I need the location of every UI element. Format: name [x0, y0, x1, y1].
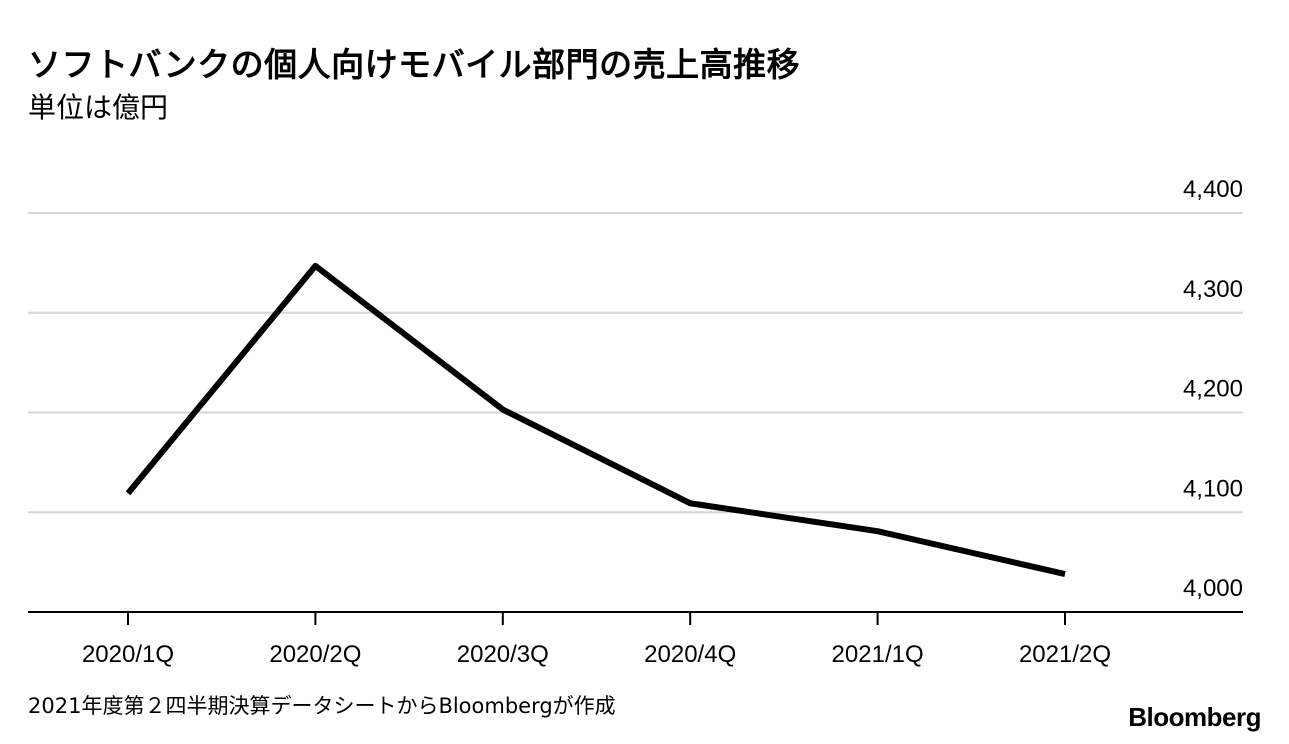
y-tick-label: 4,000	[1183, 575, 1243, 602]
x-tick-label: 2020/3Q	[457, 641, 549, 668]
x-tick-labels: 2020/1Q 2020/2Q 2020/3Q 2020/4Q 2021/1Q 2021/…	[82, 641, 1111, 668]
x-axis	[28, 611, 1243, 625]
y-tick-label: 4,100	[1183, 475, 1243, 502]
y-tick-labels: 4,000 4,100 4,200 4,300 4,400	[1183, 176, 1243, 602]
series-line	[125, 262, 1066, 578]
gridlines	[28, 212, 1243, 514]
chart-title: ソフトバンクの個人向けモバイル部門の売上高推移	[28, 45, 801, 84]
source-note: 2021年度第２四半期決算データシートからBloombergが作成	[28, 694, 616, 718]
x-tick-label: 2020/1Q	[82, 641, 174, 668]
y-tick-label: 4,300	[1183, 276, 1243, 303]
y-tick-label: 4,200	[1183, 376, 1243, 403]
x-tick-label: 2021/2Q	[1019, 641, 1111, 668]
series-layer	[125, 262, 1066, 578]
x-tick-label: 2021/1Q	[832, 641, 924, 668]
bloomberg-logo: Bloomberg	[1128, 702, 1261, 732]
x-tick-label: 2020/2Q	[269, 641, 361, 668]
y-tick-label: 4,400	[1183, 176, 1243, 203]
x-tick-label: 2020/4Q	[644, 641, 736, 668]
chart-subtitle: 単位は億円	[28, 91, 169, 124]
